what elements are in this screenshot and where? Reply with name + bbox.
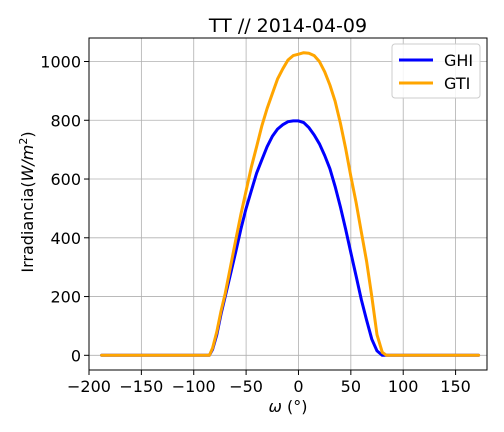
series-line-gti	[100, 51, 481, 357]
x-tick-label: −200	[67, 377, 111, 396]
chart-title: TT // 2014-04-09	[208, 15, 367, 37]
x-tick-label: −100	[172, 377, 216, 396]
series-layer	[100, 51, 481, 357]
legend: GHI GTI	[391, 43, 481, 99]
y-tick-label: 600	[50, 170, 81, 189]
y-tick-label: 400	[50, 229, 81, 248]
legend-label-gti: GTI	[444, 74, 470, 93]
legend-label-ghi: GHI	[444, 51, 473, 70]
y-axis: 0 200 400 600 800 1000	[40, 53, 89, 365]
y-axis-label: Irradiancia(W/m2)	[17, 131, 37, 272]
y-tick-label: 1000	[40, 53, 81, 72]
x-tick-label: −50	[229, 377, 263, 396]
x-tick-label: 150	[440, 377, 471, 396]
x-tick-label: 0	[293, 377, 303, 396]
y-tick-label: 0	[71, 346, 81, 365]
plot-frame	[88, 37, 488, 371]
y-tick-label: 200	[50, 288, 81, 307]
x-tick-label: 50	[341, 377, 361, 396]
x-tick-label: 100	[388, 377, 419, 396]
x-tick-label: −150	[119, 377, 163, 396]
x-axis: −200 −150 −100 −50 0 50 100 150	[67, 370, 471, 396]
y-tick-label: 800	[50, 111, 81, 130]
x-axis-label: ω (°)	[269, 397, 308, 416]
